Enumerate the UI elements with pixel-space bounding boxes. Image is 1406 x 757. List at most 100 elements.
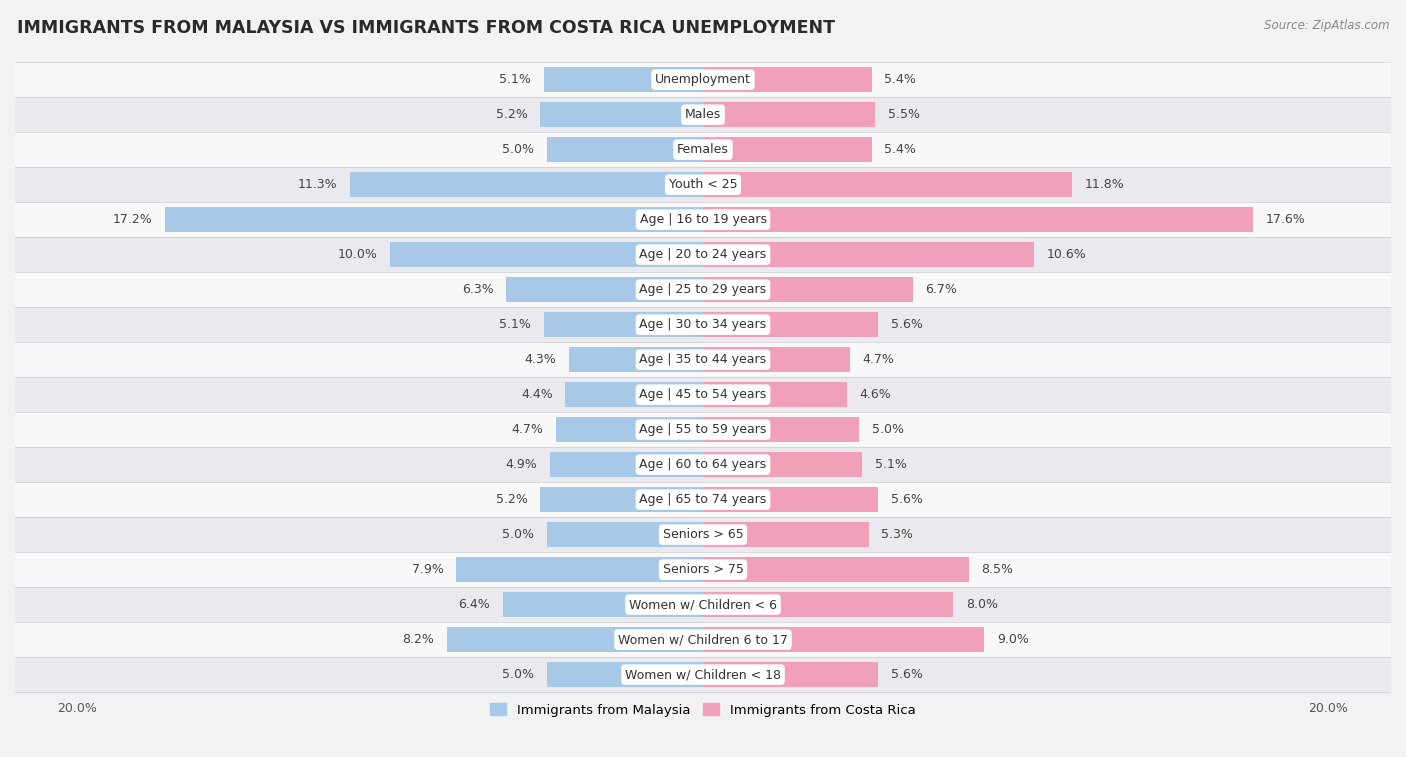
Bar — [540, 487, 703, 512]
Text: 10.6%: 10.6% — [1047, 248, 1087, 261]
Text: 5.6%: 5.6% — [890, 668, 922, 681]
Text: Age | 65 to 74 years: Age | 65 to 74 years — [640, 493, 766, 506]
Text: 10.0%: 10.0% — [337, 248, 378, 261]
Bar — [506, 277, 703, 302]
Bar — [703, 592, 953, 617]
Text: 5.0%: 5.0% — [872, 423, 904, 436]
Bar — [503, 592, 703, 617]
Text: 5.4%: 5.4% — [884, 73, 917, 86]
Text: 8.0%: 8.0% — [966, 598, 998, 611]
Bar — [15, 377, 1391, 412]
Text: Age | 20 to 24 years: Age | 20 to 24 years — [640, 248, 766, 261]
Text: 5.2%: 5.2% — [496, 493, 527, 506]
Text: Age | 55 to 59 years: Age | 55 to 59 years — [640, 423, 766, 436]
Bar — [555, 417, 703, 442]
Text: 5.4%: 5.4% — [884, 143, 917, 156]
Bar — [703, 242, 1035, 267]
Text: 5.1%: 5.1% — [499, 73, 531, 86]
Text: Youth < 25: Youth < 25 — [669, 178, 737, 192]
Text: 11.3%: 11.3% — [298, 178, 337, 192]
Text: Females: Females — [678, 143, 728, 156]
Bar — [703, 312, 879, 337]
Text: Unemployment: Unemployment — [655, 73, 751, 86]
Bar — [547, 137, 703, 162]
Text: 8.5%: 8.5% — [981, 563, 1014, 576]
Bar — [447, 627, 703, 653]
Text: 4.7%: 4.7% — [862, 353, 894, 366]
Text: 6.3%: 6.3% — [461, 283, 494, 296]
Text: 6.4%: 6.4% — [458, 598, 491, 611]
Bar — [703, 417, 859, 442]
Text: Age | 16 to 19 years: Age | 16 to 19 years — [640, 213, 766, 226]
Text: 5.1%: 5.1% — [499, 318, 531, 331]
Bar — [15, 447, 1391, 482]
Bar — [703, 627, 984, 653]
Text: 4.7%: 4.7% — [512, 423, 544, 436]
Bar — [547, 662, 703, 687]
Bar — [15, 342, 1391, 377]
Text: 11.8%: 11.8% — [1084, 178, 1125, 192]
Text: 5.1%: 5.1% — [875, 458, 907, 471]
Bar — [544, 67, 703, 92]
Text: Women w/ Children < 18: Women w/ Children < 18 — [626, 668, 780, 681]
Bar — [568, 347, 703, 372]
Text: 5.6%: 5.6% — [890, 493, 922, 506]
Bar — [456, 557, 703, 582]
Text: Seniors > 65: Seniors > 65 — [662, 528, 744, 541]
Bar — [15, 237, 1391, 272]
Bar — [703, 347, 851, 372]
Text: Women w/ Children 6 to 17: Women w/ Children 6 to 17 — [619, 633, 787, 646]
Text: Age | 45 to 54 years: Age | 45 to 54 years — [640, 388, 766, 401]
Text: Age | 30 to 34 years: Age | 30 to 34 years — [640, 318, 766, 331]
Bar — [15, 517, 1391, 552]
Bar — [15, 482, 1391, 517]
Text: 7.9%: 7.9% — [412, 563, 443, 576]
Bar — [703, 102, 875, 127]
Text: 17.2%: 17.2% — [112, 213, 153, 226]
Text: 4.4%: 4.4% — [522, 388, 553, 401]
Text: Age | 25 to 29 years: Age | 25 to 29 years — [640, 283, 766, 296]
Bar — [703, 277, 912, 302]
Bar — [544, 312, 703, 337]
Text: 5.0%: 5.0% — [502, 668, 534, 681]
Bar — [703, 207, 1253, 232]
Text: 5.0%: 5.0% — [502, 528, 534, 541]
Bar — [15, 587, 1391, 622]
Legend: Immigrants from Malaysia, Immigrants from Costa Rica: Immigrants from Malaysia, Immigrants fro… — [485, 698, 921, 722]
Text: Age | 60 to 64 years: Age | 60 to 64 years — [640, 458, 766, 471]
Text: 17.6%: 17.6% — [1265, 213, 1306, 226]
Bar — [703, 452, 862, 477]
Bar — [15, 657, 1391, 692]
Text: Age | 35 to 44 years: Age | 35 to 44 years — [640, 353, 766, 366]
Bar — [15, 622, 1391, 657]
Text: 9.0%: 9.0% — [997, 633, 1029, 646]
Bar — [703, 557, 969, 582]
Bar — [547, 522, 703, 547]
Bar — [15, 167, 1391, 202]
Bar — [391, 242, 703, 267]
Bar — [350, 172, 703, 198]
Bar — [15, 62, 1391, 97]
Bar — [703, 382, 846, 407]
Bar — [15, 132, 1391, 167]
Text: 4.9%: 4.9% — [506, 458, 537, 471]
Bar — [15, 552, 1391, 587]
Text: 5.3%: 5.3% — [882, 528, 912, 541]
Bar — [15, 97, 1391, 132]
Bar — [15, 272, 1391, 307]
Bar — [550, 452, 703, 477]
Text: Women w/ Children < 6: Women w/ Children < 6 — [628, 598, 778, 611]
Bar — [703, 137, 872, 162]
Bar — [15, 412, 1391, 447]
Text: Source: ZipAtlas.com: Source: ZipAtlas.com — [1264, 19, 1389, 32]
Bar — [703, 172, 1071, 198]
Bar — [540, 102, 703, 127]
Text: 5.2%: 5.2% — [496, 108, 527, 121]
Text: 5.5%: 5.5% — [887, 108, 920, 121]
Text: 5.0%: 5.0% — [502, 143, 534, 156]
Bar — [703, 522, 869, 547]
Bar — [703, 487, 879, 512]
Text: 6.7%: 6.7% — [925, 283, 957, 296]
Text: Males: Males — [685, 108, 721, 121]
Bar — [703, 67, 872, 92]
